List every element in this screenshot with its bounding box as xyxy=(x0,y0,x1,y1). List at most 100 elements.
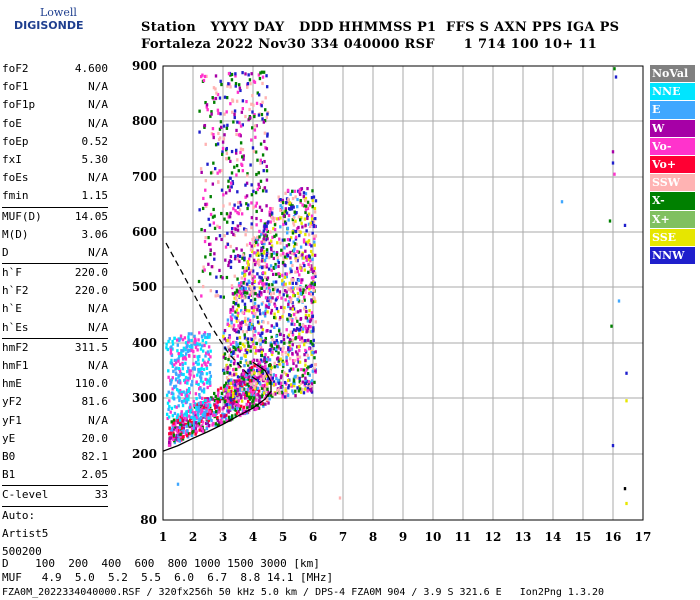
x-tick-label: 2 xyxy=(189,530,197,544)
scatter-point xyxy=(240,287,244,291)
scatter-point xyxy=(204,335,207,340)
scatter-point xyxy=(264,309,267,314)
scatter-point xyxy=(205,366,209,371)
scatter-point xyxy=(201,412,204,416)
scatter-point xyxy=(206,162,209,166)
scatter-point xyxy=(235,319,239,323)
scatter-point xyxy=(212,207,215,212)
scatter-point xyxy=(281,349,284,353)
scatter-point xyxy=(201,349,205,353)
scatter-point xyxy=(199,401,203,405)
scatter-point xyxy=(267,401,270,405)
scatter-point xyxy=(230,181,233,185)
scatter-point xyxy=(247,257,251,261)
scatter-point xyxy=(212,161,215,165)
scatter-point xyxy=(284,391,287,395)
scatter-point xyxy=(212,133,215,137)
scatter-point xyxy=(178,425,182,430)
scatter-point xyxy=(246,82,250,86)
scatter-point xyxy=(216,293,220,298)
scatter-point xyxy=(233,351,237,355)
scatter-point xyxy=(232,120,235,124)
scatter-point xyxy=(244,286,248,290)
scatter-point xyxy=(304,363,307,367)
scatter-point xyxy=(229,211,232,215)
scatter-point xyxy=(277,351,280,355)
scatter-point xyxy=(235,173,238,177)
scatter-point xyxy=(258,366,261,370)
scatter-point xyxy=(240,110,244,114)
scatter-point xyxy=(205,378,209,382)
scatter-point xyxy=(271,272,275,276)
divider xyxy=(2,505,108,507)
scatter-point xyxy=(307,212,311,216)
scatter-point xyxy=(235,406,239,410)
scatter-point xyxy=(311,342,314,346)
scatter-point xyxy=(219,275,223,279)
scatter-point xyxy=(246,85,249,89)
scatter-point xyxy=(216,108,220,112)
scatter-point xyxy=(186,434,189,438)
scatter-point xyxy=(232,394,235,399)
scatter-point xyxy=(187,369,191,373)
scatter-point xyxy=(298,234,301,238)
scatter-point xyxy=(184,380,187,385)
scatter-point xyxy=(232,367,235,372)
scatter-point xyxy=(180,349,183,353)
scatter-point xyxy=(188,432,191,436)
scatter-point xyxy=(294,270,297,274)
scatter-point xyxy=(181,367,185,371)
scatter-point xyxy=(243,382,247,386)
scatter-point xyxy=(207,357,211,361)
scatter-point xyxy=(298,348,301,353)
scatter-point xyxy=(175,434,178,438)
scatter-point xyxy=(279,198,282,202)
scatter-point xyxy=(307,330,310,334)
scatter-point xyxy=(304,255,308,259)
scatter-point xyxy=(203,123,207,128)
scatter-point xyxy=(298,376,301,380)
scatter-point xyxy=(211,215,215,219)
scatter-point xyxy=(236,382,239,386)
scatter-point xyxy=(250,323,253,327)
scatter-point xyxy=(173,405,177,409)
scatter-point xyxy=(257,304,260,308)
scatter-point xyxy=(279,241,282,245)
scatter-point xyxy=(171,376,174,380)
scatter-point xyxy=(184,348,187,352)
scatter-point xyxy=(195,415,198,419)
scatter-point xyxy=(253,394,256,398)
scatter-point xyxy=(234,74,237,78)
scatter-point xyxy=(262,237,266,241)
scatter-point xyxy=(234,310,237,314)
auto-title: Auto: xyxy=(2,508,36,522)
scatter-point xyxy=(293,322,296,327)
scatter-point xyxy=(217,423,220,427)
scatter-point xyxy=(282,214,285,218)
scatter-point xyxy=(193,413,197,417)
scatter-point xyxy=(248,293,252,297)
scatter-point xyxy=(236,158,239,162)
scatter-point xyxy=(235,288,239,292)
scatter-point xyxy=(313,243,316,247)
scatter-point xyxy=(625,501,628,506)
scatter-point xyxy=(209,242,212,246)
scatter-point xyxy=(275,307,279,311)
scatter-point xyxy=(194,392,198,396)
scatter-point xyxy=(255,387,258,391)
scatter-point xyxy=(275,253,279,257)
scatter-point xyxy=(170,420,173,424)
scatter-point xyxy=(207,262,210,266)
scatter-point xyxy=(190,420,193,424)
scatter-point xyxy=(310,217,314,221)
scatter-point xyxy=(285,244,289,248)
scatter-point xyxy=(179,418,182,422)
scatter-point xyxy=(296,368,300,372)
scatter-point xyxy=(248,107,251,112)
scatter-point xyxy=(215,91,218,95)
scatter-point xyxy=(297,295,300,299)
scatter-point xyxy=(300,339,304,343)
scatter-point xyxy=(181,354,184,358)
scatter-point xyxy=(261,401,264,406)
scatter-point xyxy=(258,382,262,386)
